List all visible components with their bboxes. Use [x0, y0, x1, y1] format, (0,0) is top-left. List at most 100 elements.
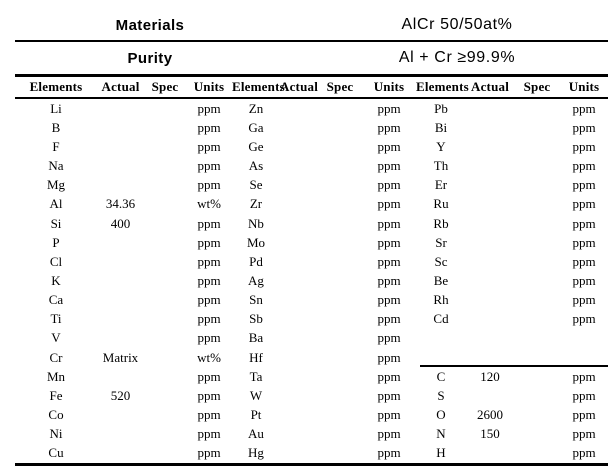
purity-value: Al + Cr ≥99.9%	[398, 49, 516, 66]
element-cell: O	[436, 407, 446, 423]
units-cell: ppm	[572, 119, 596, 135]
element-cell: Sb	[249, 311, 263, 327]
element-cell: Th	[433, 158, 449, 174]
units-cell: ppm	[377, 292, 401, 308]
units-cell: ppm	[377, 368, 401, 384]
actual-cell: Matrix	[102, 349, 139, 365]
column-header-actual: Actual	[470, 79, 510, 94]
column-header-spec: Spec	[326, 79, 354, 94]
units-cell: ppm	[377, 196, 401, 212]
element-cell: Li	[50, 100, 62, 116]
element-cell: Na	[48, 158, 64, 174]
units-cell: ppm	[572, 138, 596, 154]
units-cell: ppm	[377, 349, 401, 365]
units-cell: ppm	[197, 407, 221, 423]
element-cell: H	[436, 445, 446, 461]
purity-row: Purity Al + Cr ≥99.9%	[0, 42, 614, 74]
units-cell: ppm	[197, 387, 221, 403]
units-cell: ppm	[572, 100, 596, 116]
units-cell: ppm	[377, 407, 401, 423]
units-cell: ppm	[197, 138, 221, 154]
column-header-spec: Spec	[151, 79, 179, 94]
element-cell: W	[249, 387, 263, 403]
column-header-units: Units	[193, 79, 225, 94]
divider-below-purity	[15, 74, 608, 77]
column-header-row: Elements Actual Spec Units Elements Actual Spe…	[15, 77, 608, 97]
element-cell: Pd	[249, 253, 263, 269]
column-header-elements: Elements	[232, 79, 285, 94]
units-cell: ppm	[197, 272, 221, 288]
units-cell: ppm	[377, 445, 401, 461]
purity-label: Purity	[127, 49, 173, 67]
units-cell: ppm	[572, 177, 596, 193]
element-cell: Se	[249, 177, 263, 193]
element-cell: Bi	[434, 119, 448, 135]
element-cell: Mn	[46, 368, 66, 384]
units-cell: ppm	[572, 311, 596, 327]
units-cell: ppm	[197, 426, 221, 442]
units-cell: ppm	[197, 234, 221, 250]
element-cell: B	[51, 119, 61, 135]
element-cell: C	[436, 368, 446, 384]
element-cell: Fe	[49, 387, 63, 403]
units-cell: ppm	[197, 311, 221, 327]
units-cell: ppm	[377, 215, 401, 231]
actual-cell: 400	[110, 215, 131, 231]
units-cell: ppm	[197, 177, 221, 193]
element-cell: S	[437, 387, 445, 403]
units-cell: ppm	[197, 330, 221, 346]
element-cell: V	[51, 330, 61, 346]
units-cell: ppm	[377, 253, 401, 269]
element-cell: Be	[433, 272, 449, 288]
units-cell: ppm	[572, 253, 596, 269]
element-cell: Mg	[46, 177, 66, 193]
element-cell: P	[52, 234, 60, 250]
element-cell: Hg	[248, 445, 264, 461]
element-cell: Ru	[433, 196, 449, 212]
element-cell: Ge	[248, 138, 264, 154]
element-cell: Ag	[248, 272, 264, 288]
actual-cell: 150	[480, 426, 500, 442]
units-cell: ppm	[377, 100, 401, 116]
element-cell: Ta	[249, 368, 263, 384]
element-cell: N	[436, 426, 446, 442]
units-cell: ppm	[377, 119, 401, 135]
units-cell: ppm	[572, 158, 596, 174]
units-cell: ppm	[572, 426, 596, 442]
units-cell: ppm	[572, 215, 596, 231]
units-cell: ppm	[197, 292, 221, 308]
actual-cell: 120	[480, 368, 500, 384]
actual-cell: 520	[110, 387, 131, 403]
element-cell: K	[51, 272, 61, 288]
units-cell: ppm	[572, 234, 596, 250]
units-cell: ppm	[377, 387, 401, 403]
units-cell: ppm	[197, 368, 221, 384]
units-cell: ppm	[377, 426, 401, 442]
units-cell: ppm	[377, 272, 401, 288]
divider-below-column-headers	[15, 97, 608, 99]
element-cell: Ba	[248, 330, 264, 346]
column-header-actual: Actual	[101, 79, 140, 94]
element-cell: Pb	[434, 100, 448, 116]
units-cell: ppm	[377, 311, 401, 327]
units-cell: ppm	[377, 138, 401, 154]
units-cell: wt%	[197, 349, 221, 365]
units-cell: ppm	[377, 330, 401, 346]
divider-below-materials	[15, 40, 608, 42]
column-header-elements: Elements	[416, 79, 469, 94]
element-cell: Cl	[49, 253, 63, 269]
units-cell: ppm	[377, 158, 401, 174]
element-cell: Cd	[433, 311, 449, 327]
actual-cell: 2600	[477, 407, 503, 423]
element-cell: Cr	[49, 349, 63, 365]
units-cell: ppm	[377, 177, 401, 193]
column-header-units: Units	[373, 79, 405, 94]
element-cell: Ni	[49, 426, 63, 442]
units-cell: ppm	[197, 100, 221, 116]
element-cell: Sn	[249, 292, 263, 308]
element-cell: As	[248, 158, 264, 174]
materials-label: Materials	[115, 16, 185, 34]
units-cell: ppm	[572, 272, 596, 288]
units-cell: ppm	[197, 215, 221, 231]
